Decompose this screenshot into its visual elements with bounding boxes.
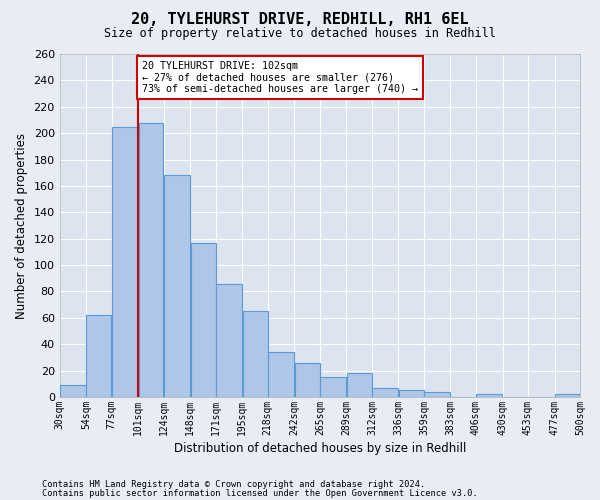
Text: 20, TYLEHURST DRIVE, REDHILL, RH1 6EL: 20, TYLEHURST DRIVE, REDHILL, RH1 6EL xyxy=(131,12,469,28)
Bar xyxy=(476,394,502,397)
Text: Size of property relative to detached houses in Redhill: Size of property relative to detached ho… xyxy=(104,28,496,40)
Text: Contains public sector information licensed under the Open Government Licence v3: Contains public sector information licen… xyxy=(42,489,478,498)
Bar xyxy=(191,242,215,397)
Bar xyxy=(268,352,294,397)
Bar xyxy=(60,385,86,397)
Bar xyxy=(164,176,190,397)
Bar xyxy=(347,374,371,397)
X-axis label: Distribution of detached houses by size in Redhill: Distribution of detached houses by size … xyxy=(173,442,466,455)
Bar xyxy=(555,394,580,397)
Bar xyxy=(372,388,398,397)
Bar xyxy=(424,392,450,397)
Text: Contains HM Land Registry data © Crown copyright and database right 2024.: Contains HM Land Registry data © Crown c… xyxy=(42,480,425,489)
Bar xyxy=(216,284,242,397)
Bar xyxy=(295,362,320,397)
Bar xyxy=(112,126,138,397)
Bar xyxy=(320,377,346,397)
Bar xyxy=(139,122,163,397)
Y-axis label: Number of detached properties: Number of detached properties xyxy=(15,132,28,318)
Bar xyxy=(86,315,112,397)
Text: 20 TYLEHURST DRIVE: 102sqm
← 27% of detached houses are smaller (276)
73% of sem: 20 TYLEHURST DRIVE: 102sqm ← 27% of deta… xyxy=(142,60,418,94)
Bar xyxy=(242,312,268,397)
Bar xyxy=(398,390,424,397)
